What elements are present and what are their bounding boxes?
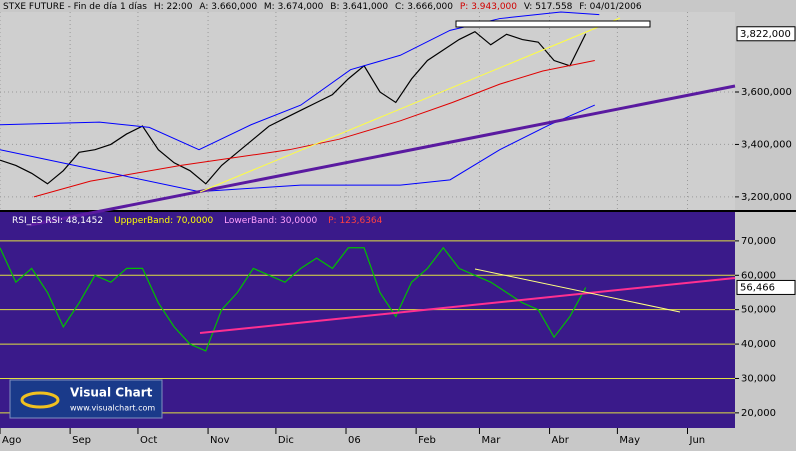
y-tick-label: 3,200,000: [741, 192, 792, 203]
rsi-axis: [735, 212, 796, 428]
x-tick-label: Jun: [689, 435, 706, 446]
last-value-box: [736, 279, 796, 295]
rsi-header: RSI_ES RSI: 48,1452 UppperBand: 70,0000 …: [12, 216, 383, 226]
trend-line: [29, 84, 736, 227]
low: B: 3.641,000: [330, 2, 388, 12]
logo-box: [9, 379, 163, 419]
lower-band: LowerBand: 30,0000: [224, 216, 317, 226]
symbol: STXE FUTURE - Fin de día 1 días: [3, 2, 147, 12]
open: A: 3.660,000: [199, 2, 257, 12]
series-line: [0, 104, 595, 193]
series-line: [0, 11, 600, 151]
x-tick-label: Ago: [2, 435, 21, 446]
y-tick-label: 70,000: [741, 236, 776, 247]
upper-band: UppperBand: 70,0000: [114, 216, 213, 226]
x-tick-label: Mar: [481, 435, 501, 446]
date: F: 04/01/2006: [579, 2, 642, 12]
x-tick-label: Nov: [210, 435, 230, 446]
last-value-box: [736, 26, 796, 42]
x-tick-label: Sep: [72, 435, 91, 446]
trend-line: [199, 17, 621, 193]
series-line: [0, 30, 587, 185]
x-tick-label: May: [619, 435, 640, 446]
x-tick-label: Oct: [140, 435, 157, 446]
high: M: 3.674,000: [264, 2, 324, 12]
y-tick-label: 30,000: [741, 373, 776, 384]
y-tick-label: 3,600,000: [741, 87, 792, 98]
close: C: 3.666,000: [395, 2, 453, 12]
header: STXE FUTURE - Fin de día 1 días H: 22:00…: [3, 2, 642, 12]
y-tick-label: 40,000: [741, 339, 776, 350]
volume: V: 517.558: [524, 2, 573, 12]
last-value-label: 3,822,000: [740, 29, 791, 40]
x-tick-label: Feb: [418, 435, 436, 446]
logo-title: Visual Chart: [70, 386, 153, 400]
logo-url: www.visualchart.com: [70, 404, 155, 413]
rsi-pointer: P: 123,6364: [328, 216, 383, 226]
y-tick-label: 20,000: [741, 408, 776, 419]
pointer: P: 3.943,000: [460, 2, 517, 12]
hour: H: 22:00: [154, 2, 193, 12]
series-line: [33, 60, 595, 198]
rsi-name: RSI_ES RSI: 48,1452: [12, 216, 103, 226]
x-tick-label: Abr: [552, 435, 570, 446]
x-tick-label: Dic: [278, 435, 294, 446]
y-tick-label: 60,000: [741, 270, 776, 281]
x-tick-label: 06: [348, 435, 361, 446]
logo-icon: [20, 391, 60, 409]
annotation-box: [455, 20, 651, 28]
last-value-label: 56,466: [740, 282, 775, 293]
series-line: [0, 246, 587, 352]
trend-line: [199, 277, 736, 334]
price-panel: [0, 12, 735, 210]
trend-line: [474, 268, 681, 313]
y-tick-label: 3,400,000: [741, 139, 792, 150]
y-tick-label: 50,000: [741, 305, 776, 316]
